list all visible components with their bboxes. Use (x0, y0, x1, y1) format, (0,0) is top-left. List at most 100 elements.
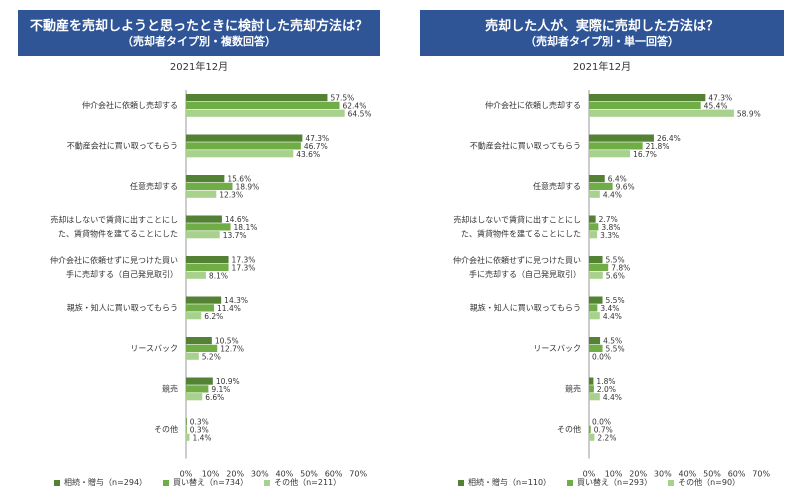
bar (589, 256, 603, 264)
category-label-line: 手に売却する（自己発見取引） (66, 269, 178, 279)
x-tick-label: 60% (728, 470, 746, 479)
x-tick-label: 20% (226, 470, 244, 479)
bar (589, 271, 603, 279)
bar (589, 304, 598, 312)
category-label: 仲介会社に依頼し売却する (82, 100, 178, 110)
bar (589, 134, 654, 142)
bar (589, 263, 609, 271)
data-label: 5.5% (606, 345, 625, 354)
right-chart-date: 2021年12月 (572, 62, 632, 73)
bar (186, 296, 222, 304)
category-label-line: 手に売却する（自己発見取引） (469, 269, 581, 279)
data-label: 11.4% (217, 304, 241, 313)
data-label: 57.5% (330, 94, 354, 103)
data-label: 0.0% (592, 418, 611, 427)
bar (589, 385, 594, 393)
bar (589, 223, 599, 231)
bar (186, 271, 206, 279)
legend-label: その他（n=211） (274, 478, 342, 487)
bar (186, 377, 213, 385)
left-chart-subtitle: （売却者タイプ別・複数回答） (122, 35, 276, 48)
bar (186, 344, 218, 352)
right-title-banner: 売却した人が、実際に売却した方法は？ （売却者タイプ別・単一回答） (420, 10, 784, 56)
data-label: 3.8% (601, 223, 620, 232)
category-label: その他 (154, 424, 178, 434)
data-label: 0.3% (190, 426, 209, 435)
data-label: 12.7% (220, 345, 244, 354)
bar (186, 223, 231, 231)
left-title-banner: 不動産を売却しようと思ったときに検討した売却方法は？ （売却者タイプ別・複数回答… (18, 10, 380, 56)
data-label: 26.4% (657, 134, 681, 143)
data-label: 45.4% (704, 102, 728, 111)
bar (589, 231, 598, 239)
data-label: 2.7% (599, 215, 618, 224)
category-label: 仲介会社に依頼せずに見つけた買い手に売却する（自己発見取引） (453, 255, 581, 279)
data-label: 14.3% (224, 296, 248, 305)
category-label: リースバック (130, 344, 178, 353)
bar (186, 142, 301, 150)
bar (589, 215, 596, 223)
legend-swatch (668, 479, 675, 486)
bar (186, 425, 187, 433)
data-label: 9.6% (616, 183, 635, 192)
category-label-line: 売却はしないで賃貸に出すことにし (453, 214, 581, 224)
bar (589, 182, 613, 190)
bar (186, 393, 203, 401)
data-label: 18.1% (234, 223, 258, 232)
bar (589, 150, 631, 158)
data-label: 5.6% (606, 271, 625, 280)
data-label: 13.7% (223, 231, 247, 240)
right-chart-title: 売却した人が、実際に売却した方法は？ (485, 19, 719, 34)
bar (589, 296, 603, 304)
data-label: 3.3% (600, 231, 619, 240)
bar (186, 256, 229, 264)
bar (186, 418, 187, 426)
bar (186, 312, 202, 320)
data-label: 10.9% (216, 377, 240, 386)
bar (589, 109, 734, 117)
legend-label: その他（n=90） (678, 478, 741, 487)
category-label-line: 売却はしないで賃貸に出すことにし (50, 214, 178, 224)
x-tick-label: 0% (583, 470, 596, 479)
data-label: 64.5% (348, 109, 372, 118)
bar (186, 231, 220, 239)
data-label: 2.2% (597, 433, 616, 442)
bar (589, 101, 701, 109)
data-label: 1.8% (596, 377, 615, 386)
bar (589, 337, 601, 345)
legend-swatch (458, 479, 464, 486)
data-label: 6.6% (205, 393, 224, 402)
data-label: 4.4% (603, 393, 622, 402)
data-label: 4.4% (603, 190, 622, 199)
bar (186, 94, 328, 102)
data-label: 47.3% (708, 94, 732, 103)
legend-swatch (54, 479, 60, 486)
legend-swatch (264, 479, 271, 486)
data-label: 43.6% (296, 150, 320, 159)
bar (589, 175, 605, 183)
bar (186, 175, 225, 183)
category-label: 不動産会社に買い取ってもらう (470, 140, 581, 150)
legend-item: その他（n=90） (668, 477, 740, 488)
x-tick-label: 50% (300, 470, 318, 479)
bar (589, 94, 706, 102)
data-label: 15.6% (227, 175, 251, 184)
left-chart-legend: 相続・贈与（n=294） 買い替え（n=734） その他（n=211） (54, 477, 341, 488)
legend-label: 買い替え（n=734） (173, 478, 249, 487)
right-chart-legend: 相続・贈与（n=110） 買い替え（n=293） その他（n=90） (458, 477, 740, 488)
category-label-line: た、賃貸物件を建てることにした (461, 228, 581, 238)
category-label: 競売 (565, 383, 581, 393)
bar (186, 134, 303, 142)
bar (186, 352, 199, 360)
bar (186, 101, 340, 109)
category-label-line: た、賃貸物件を建てることにした (58, 228, 178, 238)
x-tick-label: 10% (202, 470, 220, 479)
legend-label: 相続・贈与（n=294） (64, 478, 148, 487)
data-label: 10.5% (215, 337, 239, 346)
data-label: 5.5% (606, 256, 625, 265)
left-chart-title: 不動産を売却しようと思ったときに検討した売却方法は？ (29, 19, 368, 34)
data-label: 7.8% (611, 264, 630, 273)
legend-item: 買い替え（n=734） (163, 477, 248, 488)
data-label: 62.4% (343, 102, 367, 111)
category-label-line: 仲介会社に依頼せずに見つけた買い (50, 255, 178, 265)
